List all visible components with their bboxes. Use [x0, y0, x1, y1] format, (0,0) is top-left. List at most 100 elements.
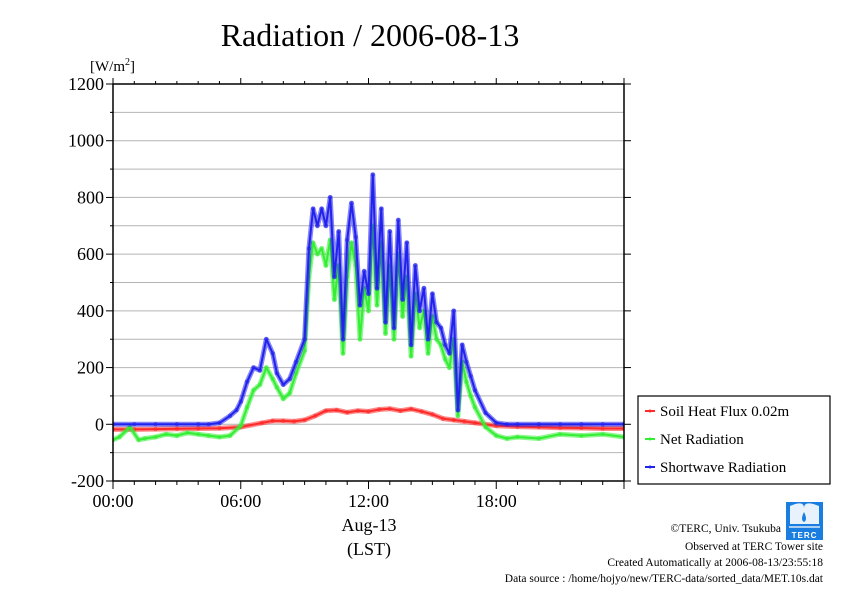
data-point: [323, 223, 328, 228]
data-point: [558, 422, 563, 427]
data-point: [228, 433, 233, 438]
data-point: [315, 252, 320, 257]
data-point: [622, 435, 624, 439]
data-point: [294, 359, 299, 364]
data-point: [377, 407, 382, 412]
data-point: [400, 297, 405, 302]
data-point: [251, 388, 256, 393]
data-point: [600, 422, 605, 427]
data-point: [426, 351, 431, 356]
data-point: [515, 434, 520, 439]
data-point: [302, 337, 307, 342]
data-point: [383, 320, 388, 325]
data-point: [504, 422, 509, 427]
data-point: [413, 263, 418, 268]
series-group: [113, 172, 624, 443]
y-tick-label: 1000: [68, 131, 104, 151]
data-point: [345, 410, 350, 415]
data-point: [257, 368, 262, 373]
data-point: [281, 418, 286, 423]
data-point: [622, 422, 624, 427]
data-point: [274, 385, 279, 390]
data-point: [355, 408, 360, 413]
data-point: [345, 237, 350, 242]
data-point: [483, 425, 488, 430]
data-point: [468, 374, 473, 379]
data-point: [472, 420, 477, 425]
data-point: [274, 371, 279, 376]
data-point: [153, 422, 158, 427]
data-point: [387, 406, 392, 411]
y-tick-label: 800: [77, 187, 104, 207]
data-point: [164, 432, 169, 437]
data-point: [366, 308, 371, 313]
legend-marker: [648, 409, 652, 413]
data-point: [455, 413, 460, 418]
data-point: [257, 382, 262, 387]
data-point: [430, 291, 435, 296]
x-axis-timezone-label: (LST): [347, 539, 391, 560]
data-point: [451, 308, 456, 313]
data-point: [281, 396, 286, 401]
data-point: [419, 409, 424, 414]
data-point: [340, 351, 345, 356]
data-point: [206, 433, 211, 438]
series-soil-heat-flux-0-02m: [113, 406, 624, 432]
data-point: [468, 393, 473, 398]
y-axis: -200 0 200 400 600 800 1000 1200: [68, 74, 631, 491]
data-point: [357, 337, 362, 342]
data-point: [430, 412, 435, 417]
data-point: [451, 417, 456, 422]
data-point: [302, 417, 307, 422]
data-point: [234, 408, 239, 413]
data-point: [460, 342, 465, 347]
created-text: Created Automatically at 2006-08-13/23:5…: [607, 557, 823, 569]
y-tick-label: 600: [77, 244, 104, 264]
data-point: [443, 357, 448, 362]
x-tick-label: 18:00: [476, 491, 517, 511]
data-point: [281, 382, 286, 387]
data-point: [132, 422, 137, 427]
data-point: [313, 413, 318, 418]
data-point: [264, 365, 269, 370]
data-point: [398, 408, 403, 413]
data-point: [362, 269, 367, 274]
data-point: [421, 286, 426, 291]
data-point: [438, 342, 443, 347]
data-point: [315, 223, 320, 228]
data-point: [238, 423, 243, 428]
data-point: [251, 365, 256, 370]
data-point: [174, 426, 179, 431]
data-point: [462, 419, 467, 424]
data-point: [245, 405, 250, 410]
data-point: [153, 434, 158, 439]
data-point: [472, 388, 477, 393]
data-point: [370, 172, 375, 177]
data-point: [142, 436, 147, 441]
data-point: [332, 274, 337, 279]
data-point: [447, 351, 452, 356]
data-point: [400, 314, 405, 319]
observed-text: Observed at TERC Tower site: [685, 541, 823, 553]
data-point: [196, 422, 201, 427]
y-tick-label: -200: [71, 471, 104, 491]
y-tick-label: 0: [95, 414, 104, 434]
data-point: [306, 246, 311, 251]
x-axis-date-label: Aug-13: [342, 515, 397, 535]
x-axis: 00:00 06:00 12:00 18:00: [92, 78, 625, 511]
terc-logo-text: TERC: [792, 531, 818, 540]
data-point: [374, 286, 379, 291]
data-point: [536, 422, 541, 427]
data-point: [440, 416, 445, 421]
data-point: [515, 422, 520, 427]
data-point: [264, 337, 269, 342]
legend: Soil Heat Flux 0.02m Net Radiation Shortwa…: [637, 395, 831, 485]
data-point: [383, 331, 388, 336]
data-point: [228, 413, 233, 418]
data-point: [353, 235, 358, 240]
data-point: [174, 422, 179, 427]
data-point: [447, 365, 452, 370]
y-tick-label: 200: [77, 358, 104, 378]
legend-label: Soil Heat Flux 0.02m: [660, 404, 790, 420]
data-point: [336, 229, 341, 234]
